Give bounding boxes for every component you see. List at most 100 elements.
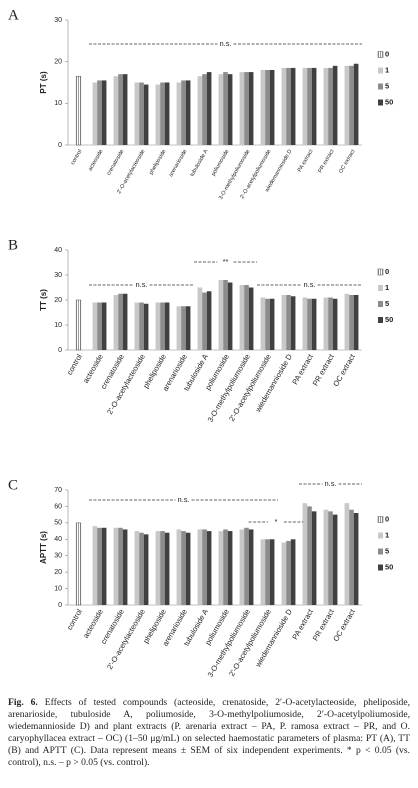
bar [344, 65, 350, 145]
bar [97, 527, 102, 605]
x-tick-label: control [70, 149, 83, 166]
bar [244, 72, 249, 145]
x-tick-label: arenarioside [168, 149, 188, 178]
bar [139, 532, 144, 605]
annotation: n.s. [177, 495, 189, 504]
bar [97, 80, 102, 145]
bar [75, 76, 82, 146]
y-tick-label: 60 [54, 503, 62, 510]
bar [265, 70, 270, 145]
bar [101, 80, 107, 145]
bar [265, 539, 270, 605]
bar [143, 303, 149, 350]
bar [143, 84, 149, 145]
y-tick-label: 40 [54, 247, 62, 254]
bar [239, 285, 245, 350]
bar [223, 280, 228, 350]
bar [311, 511, 317, 605]
bar [181, 306, 186, 350]
annotation: * [274, 517, 277, 526]
bar [101, 527, 107, 605]
bar [344, 293, 350, 350]
bar [134, 82, 140, 145]
bar [286, 295, 291, 350]
legend-swatch [377, 51, 384, 58]
legend-label: 5 [385, 81, 389, 90]
bar [160, 531, 165, 605]
bar [281, 542, 287, 605]
y-axis-label: PT (s) [39, 71, 48, 94]
bar [290, 539, 296, 605]
y-axis-label: TT (s) [39, 289, 48, 311]
bar [176, 82, 182, 145]
bar [139, 302, 144, 350]
bar [227, 74, 233, 145]
bar [349, 295, 354, 350]
x-tick-label: crenatoside [106, 149, 125, 177]
legend-swatch [377, 268, 384, 276]
bar [155, 302, 161, 350]
bar [164, 302, 170, 350]
bar [248, 72, 254, 145]
x-tick-label: 2'-O-acetylacteoside [105, 607, 147, 671]
annotation: ** [223, 257, 229, 266]
bar [164, 532, 170, 605]
bar [218, 74, 224, 145]
bar [332, 514, 338, 605]
legend-label: 1 [385, 530, 389, 539]
bar [328, 67, 333, 145]
bar [185, 532, 191, 605]
bar [353, 295, 359, 350]
bar [260, 70, 266, 145]
bar [101, 302, 107, 350]
bar [290, 296, 296, 350]
bar [118, 74, 123, 145]
legend-swatch [378, 564, 383, 571]
bar [75, 522, 82, 606]
y-tick-label: 70 [54, 487, 62, 494]
legend-label: 5 [385, 299, 389, 308]
y-tick-label: 30 [54, 17, 62, 24]
bar [281, 295, 287, 350]
bar [227, 531, 233, 605]
legend-label: 50 [385, 97, 393, 106]
bar [328, 297, 333, 350]
legend-label: 50 [385, 562, 393, 571]
x-tick-label: acteoside [88, 149, 105, 172]
y-tick-label: 0 [58, 347, 62, 354]
annotation: n.s. [303, 280, 315, 289]
bar [344, 503, 350, 605]
legend-label: 5 [385, 546, 389, 555]
bar [197, 529, 203, 605]
panel-label: C [8, 477, 18, 493]
x-tick-label: tubuloside A [189, 148, 209, 177]
x-tick-label: control [65, 352, 84, 376]
bar [181, 531, 186, 605]
bar [323, 297, 329, 350]
panel-label: B [8, 237, 18, 253]
bar [265, 298, 270, 350]
bar [260, 297, 266, 350]
y-tick-label: 20 [54, 569, 62, 576]
bar [353, 63, 359, 145]
bar [218, 280, 224, 350]
x-tick-label: 2'-O-acetylacteoside [105, 352, 147, 416]
legend-label: 0 [385, 514, 389, 523]
bar [349, 509, 354, 605]
bar [260, 539, 266, 605]
bar [248, 529, 254, 605]
bar [307, 506, 312, 605]
bar [92, 82, 98, 145]
annotation: n.s. [324, 479, 336, 488]
y-tick-label: 20 [54, 59, 62, 66]
y-axis-label: APTT (s) [39, 531, 48, 564]
bar [323, 509, 329, 605]
bar [311, 298, 317, 350]
legend-swatch [378, 532, 383, 539]
bar [206, 72, 212, 145]
bar [218, 531, 224, 605]
bar [302, 503, 308, 605]
y-tick-label: 0 [58, 602, 62, 609]
bar [113, 527, 119, 605]
bar [307, 67, 312, 145]
